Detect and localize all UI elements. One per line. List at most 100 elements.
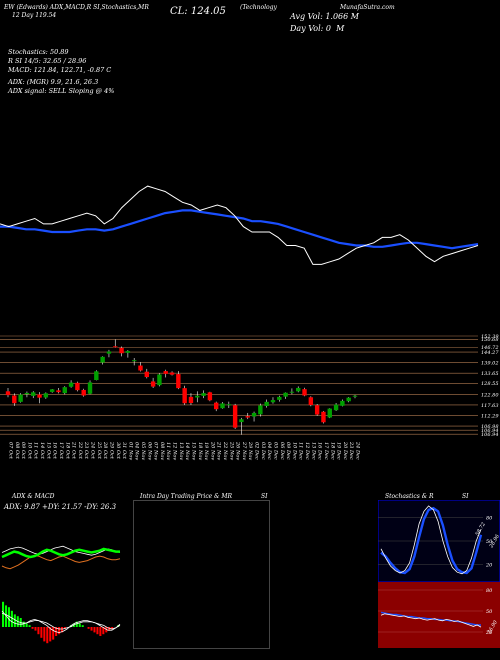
candle-body [68, 382, 74, 387]
rsi-readout: R SI 14/5: 32.65 / 28.96 [8, 57, 87, 65]
price-tick-label: 139.02 [481, 360, 499, 366]
candle-body [119, 347, 124, 354]
price-tick-label: 122.80 [481, 393, 499, 399]
macd-overlay-chart [0, 185, 479, 265]
price-tick-label: 146.72 [481, 345, 499, 351]
candle-body [245, 416, 250, 418]
date-tick-label: 23 Dec [348, 441, 354, 460]
candle-body [31, 392, 36, 396]
macd-hist-bar [40, 627, 43, 638]
macd-hist-bar [22, 621, 25, 627]
candle-body [94, 371, 99, 381]
date-tick-label: 20 Dec [342, 441, 348, 460]
candle-body [75, 382, 80, 391]
date-tick-label: 05 Dec [272, 442, 278, 460]
date-tick-label: 06 Dec [279, 442, 285, 460]
date-tick-label: 02 Dec [254, 442, 260, 460]
date-tick-label: 15 Oct [45, 442, 51, 460]
price-tick-label: 150.68 [481, 337, 499, 343]
adx-plus-di-line [1, 554, 121, 570]
candle-body [131, 360, 137, 362]
date-tick-label: 05 Nov [140, 442, 146, 460]
date-tick-label: 22 Nov [222, 441, 228, 460]
date-tick-label: 10 Oct [26, 442, 32, 460]
price-tick-label: 152.39 [481, 334, 499, 340]
price-tick-label: 144.27 [481, 350, 499, 356]
date-tick-label: 16 Dec [317, 442, 323, 460]
candle-body [333, 404, 339, 411]
candle-body [207, 392, 213, 401]
date-tick-label: 18 Oct [64, 442, 70, 460]
macd-hist-bar [2, 601, 5, 627]
date-tick-label: 14 Nov [184, 442, 190, 460]
site-label: MunafaSutra.com [340, 4, 395, 11]
candle-body [188, 396, 194, 404]
candle-body [321, 411, 326, 423]
macd-hist-bar [10, 610, 13, 627]
day-change: 12 Day 119.54 [12, 12, 57, 19]
date-tick-label: 07 Nov [153, 442, 159, 460]
indicator-list: EW (Edwards) ADX,MACD,R SI,Stochastics,M… [4, 4, 149, 11]
candle-body [87, 382, 93, 394]
stoch-tick-label: 50 [486, 539, 493, 545]
date-tick-label: 04 Dec [266, 442, 272, 460]
date-tick-label: 09 Oct [20, 442, 26, 460]
date-tick-label: 17 Oct [58, 442, 64, 460]
date-tick-label: 23 Oct [83, 441, 89, 460]
date-tick-label: 29 Nov [247, 441, 253, 460]
macd-hist-bar [58, 627, 61, 635]
date-tick-label: 17 Dec [323, 442, 329, 460]
date-tick-label: 22 Oct [77, 441, 83, 460]
candle-body [157, 374, 162, 386]
macd-hist-bar [90, 627, 93, 631]
price-tick-label: 117.63 [481, 403, 499, 409]
macd-hist-bar [93, 627, 96, 633]
candle-body [340, 400, 345, 406]
rsi-tick-label: 20 [485, 630, 493, 636]
candle-body [283, 392, 288, 397]
macd-hist-bar [63, 627, 67, 629]
candle-body [302, 389, 307, 396]
date-tick-label: 08 Oct [14, 442, 20, 460]
candle-body [163, 371, 168, 374]
candle-body [144, 371, 149, 378]
candle-body [43, 393, 49, 398]
candle-body [251, 412, 257, 417]
date-tick-label: 09 Dec [285, 442, 291, 460]
adx-signal: ADX signal: SELL Sloping @ 4% [8, 87, 115, 95]
date-tick-label: 19 Nov [203, 442, 209, 460]
macd-hist-bar [96, 627, 99, 635]
date-tick-label: 25 Nov [228, 441, 234, 460]
date-tick-label: 24 Oct [90, 441, 96, 460]
candle-body [214, 402, 219, 410]
candle-body [125, 351, 131, 353]
candle-body [270, 400, 276, 403]
candle-body [296, 387, 301, 392]
price-tick-label: 106.94 [481, 432, 499, 438]
adx-macd-title: ADX & MACD [12, 493, 55, 500]
macd-hist-bar [7, 607, 10, 627]
adx-readout: ADX: (MGR) 9.9, 21.6, 26.3 [8, 78, 99, 86]
date-tick-label: 06 Nov [146, 442, 152, 460]
candle-body [346, 397, 351, 402]
candle-body [56, 390, 61, 393]
candle-body [352, 395, 358, 397]
macd-hist-bar [81, 625, 84, 627]
date-tick-label: 10 Dec [291, 442, 297, 460]
date-tick-label: 13 Nov [178, 442, 184, 460]
candle-body [176, 374, 181, 389]
candle-body [138, 365, 143, 371]
date-tick-label: 24 Dec [355, 441, 361, 460]
stoch-rsi-title: Stochastics & R [385, 493, 434, 500]
date-tick-label: 12 Dec [304, 442, 310, 460]
mr-si: SI [261, 493, 268, 500]
stoch-tick-label: 80 [486, 516, 493, 522]
rsi-tick-label: 50 [486, 609, 493, 615]
date-tick-label: 18 Dec [329, 442, 335, 460]
candle-body [100, 356, 105, 363]
date-tick-label: 26 Nov [235, 441, 241, 460]
macd-line-small [1, 613, 121, 630]
macd-signal-line [1, 610, 121, 634]
date-tick-label: 15 Nov [190, 442, 196, 460]
